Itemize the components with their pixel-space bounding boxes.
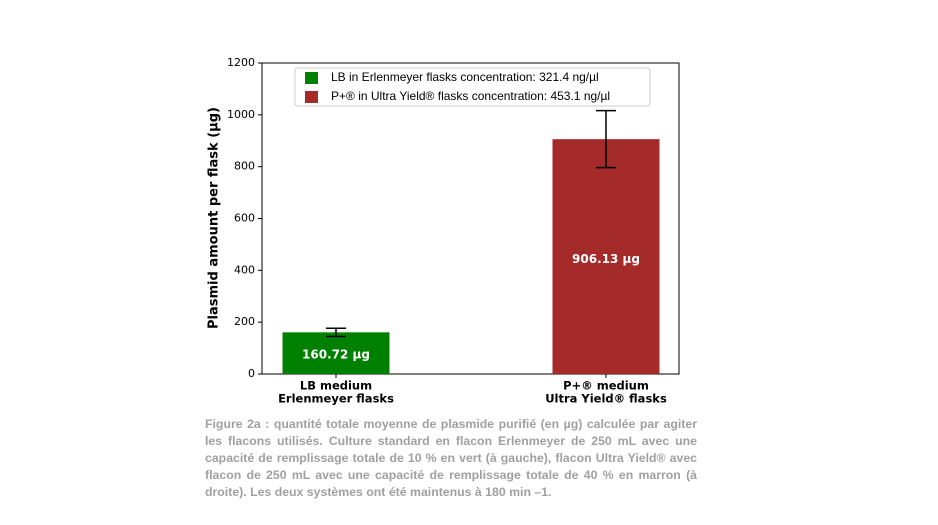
- value-label: 160.72 µg: [302, 348, 370, 362]
- x-tick-label: Ultra Yield® flasks: [545, 392, 667, 406]
- legend-label: LB in Erlenmeyer flasks concentration: 3…: [331, 70, 599, 84]
- bar: [282, 332, 390, 374]
- error-bar: [326, 327, 346, 338]
- y-tick-label: 400: [234, 263, 255, 276]
- error-bar: [596, 109, 616, 169]
- caption: Figure 2a : quantité totale moyenne de p…: [205, 417, 697, 499]
- legend-swatch: [305, 72, 318, 84]
- legend-box: [294, 67, 651, 107]
- y-tick-label: 200: [234, 315, 255, 328]
- legend-label: P+® in Ultra Yield® flasks concentration…: [331, 89, 610, 103]
- x-tick-label: LB medium: [300, 379, 372, 393]
- x-tick-label: P+® medium: [563, 379, 649, 393]
- chart: Plasmid amount per flask (µg) 0 200 400 600…: [207, 56, 680, 406]
- legend-swatch: [305, 91, 318, 103]
- value-label: 906.13 µg: [572, 252, 640, 266]
- y-tick-label: 1200: [227, 56, 255, 69]
- y-axis-label: Plasmid amount per flask (µg): [207, 107, 222, 329]
- y-tick-label: 0: [248, 367, 255, 380]
- y-tick-label: 600: [234, 212, 255, 225]
- bar: [552, 139, 660, 374]
- y-tick-label: 800: [234, 160, 255, 173]
- y-tick-label: 1000: [227, 108, 255, 121]
- x-tick-label: Erlenmeyer flasks: [278, 392, 394, 406]
